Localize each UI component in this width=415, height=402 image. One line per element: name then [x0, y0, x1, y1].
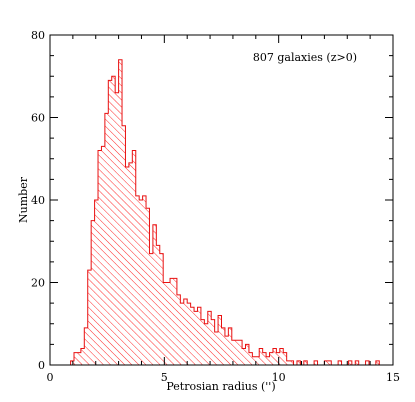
histogram-bar: [221, 327, 226, 365]
histogram-bar: [156, 245, 161, 365]
histogram-bar: [108, 80, 113, 365]
histogram-bar: [104, 113, 109, 365]
histogram-bar: [80, 348, 85, 365]
histogram-bar: [142, 195, 147, 365]
histogram-bar: [204, 323, 209, 365]
y-tick-label: 60: [31, 112, 45, 125]
histogram-bar: [248, 352, 253, 365]
histogram-bar: [74, 352, 78, 365]
histogram-bar: [135, 195, 140, 365]
x-axis-label: Petrosian radius (''): [166, 380, 275, 393]
histogram-bar: [314, 360, 318, 365]
histogram-bar: [118, 59, 123, 365]
histogram-bar: [125, 167, 130, 365]
histogram-bar: [166, 282, 171, 365]
histogram-bar: [101, 146, 106, 365]
x-tick-label: 10: [272, 371, 286, 384]
histogram-bar: [187, 303, 191, 365]
histogram-bar: [111, 76, 116, 365]
histogram-bar: [159, 253, 164, 365]
histogram-bar: [152, 224, 157, 365]
histogram-bar: [87, 270, 92, 365]
histogram-bar: [279, 348, 284, 365]
x-tick-label: 5: [161, 371, 168, 384]
histogram-bar: [183, 299, 188, 365]
histogram-bar: [94, 200, 99, 365]
histogram-bar: [98, 150, 102, 365]
histogram-bar: [375, 360, 380, 365]
histogram-bar: [269, 352, 274, 365]
histogram-bar: [252, 356, 257, 365]
histogram-bar: [180, 303, 185, 365]
y-axis-label: Number: [17, 176, 30, 223]
x-tick-label: 0: [47, 371, 54, 384]
histogram-outline: [70, 59, 393, 365]
histogram-bar: [173, 278, 178, 365]
histogram-bar: [197, 307, 202, 365]
histogram-bar: [272, 348, 277, 365]
histogram-bar: [355, 360, 359, 365]
histogram-bar: [207, 311, 212, 365]
y-tick-label: 40: [31, 194, 45, 207]
histogram-bar: [396, 361, 400, 365]
histogram-bar: [262, 352, 267, 365]
histogram-bar: [146, 208, 150, 365]
histogram-bar: [91, 220, 95, 365]
y-tick-label: 80: [31, 29, 45, 42]
histogram-bar: [348, 360, 353, 365]
histogram-bar: [303, 360, 308, 365]
histogram-bar: [327, 360, 332, 365]
histogram-bar: [194, 311, 198, 365]
histogram-bar: [176, 294, 181, 365]
histogram-bar: [224, 336, 229, 365]
histogram-bar: [410, 361, 414, 365]
histogram-bars: [70, 59, 414, 365]
histogram-bar: [255, 356, 260, 365]
y-tick-label: 20: [31, 277, 45, 290]
histogram-bar: [365, 360, 370, 365]
histogram-bar: [266, 356, 270, 365]
histogram-bar: [283, 352, 287, 365]
histogram-bar: [115, 92, 119, 365]
histogram-bar: [231, 340, 236, 365]
histogram-bar: [163, 282, 167, 365]
histogram-bar: [200, 319, 205, 365]
histogram-bar: [149, 253, 154, 365]
histogram-bar: [170, 278, 174, 365]
histogram-bar: [338, 360, 342, 365]
histogram-bar: [122, 125, 126, 365]
histogram-bar: [235, 340, 239, 365]
histogram-bar: [77, 352, 82, 365]
histogram-bar: [139, 200, 143, 365]
histogram-bar: [218, 315, 222, 365]
histogram-bar: [290, 360, 294, 365]
histogram-bar: [214, 332, 219, 365]
histogram-bar: [242, 348, 246, 365]
histogram-bar: [324, 360, 329, 365]
histogram-bar: [296, 360, 301, 365]
histogram-bar: [259, 348, 263, 365]
histogram-bar: [190, 307, 195, 365]
histogram-bar: [84, 327, 89, 365]
histogram-bar: [286, 360, 291, 365]
histogram-bar: [228, 327, 233, 365]
axis-ticks: [49, 34, 394, 366]
annotation-text: 807 galaxies (z>0): [253, 51, 357, 64]
histogram-bar: [132, 150, 137, 365]
y-tick-label: 0: [38, 359, 45, 372]
histogram-bar: [245, 344, 250, 365]
x-tick-label: 15: [386, 371, 400, 384]
histogram-bar: [211, 319, 215, 365]
histogram-bar: [238, 340, 243, 365]
tick-labels: 0 5 10 15 0 20 40 60 80: [31, 29, 400, 384]
histogram-bar: [128, 162, 133, 365]
